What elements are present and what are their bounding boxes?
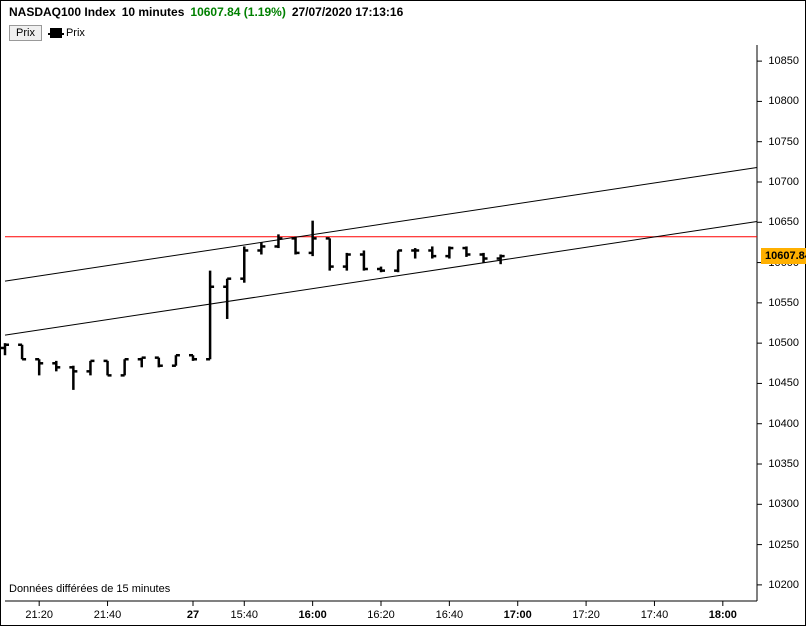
current-price-marker: 10607.84 xyxy=(761,248,806,264)
x-tick-label: 17:40 xyxy=(641,609,669,621)
x-tick-label: 21:20 xyxy=(25,609,53,621)
y-tick-label: 10700 xyxy=(768,176,799,188)
y-tick-label: 10850 xyxy=(768,55,799,67)
x-tick-label: 16:20 xyxy=(367,609,395,621)
y-tick-label: 10800 xyxy=(768,95,799,107)
y-tick-label: 10350 xyxy=(768,458,799,470)
x-tick-label: 17:20 xyxy=(572,609,600,621)
x-tick-label: 15:40 xyxy=(231,609,259,621)
footer-note: Données différées de 15 minutes xyxy=(9,583,170,595)
x-tick-label: 27 xyxy=(187,609,199,621)
y-tick-label: 10550 xyxy=(768,297,799,309)
chart-svg xyxy=(1,1,806,627)
y-tick-label: 10300 xyxy=(768,498,799,510)
x-tick-label: 21:40 xyxy=(94,609,122,621)
x-tick-label: 16:00 xyxy=(299,609,327,621)
chart-container: NASDAQ100 Index 10 minutes 10607.84 (1.1… xyxy=(0,0,806,626)
x-tick-label: 18:00 xyxy=(709,609,737,621)
x-tick-label: 17:00 xyxy=(504,609,532,621)
y-tick-label: 10200 xyxy=(768,579,799,591)
y-tick-label: 10250 xyxy=(768,539,799,551)
y-tick-label: 10500 xyxy=(768,337,799,349)
y-tick-label: 10650 xyxy=(768,216,799,228)
y-tick-label: 10400 xyxy=(768,418,799,430)
y-tick-label: 10750 xyxy=(768,136,799,148)
x-tick-label: 16:40 xyxy=(436,609,464,621)
y-tick-label: 10450 xyxy=(768,377,799,389)
